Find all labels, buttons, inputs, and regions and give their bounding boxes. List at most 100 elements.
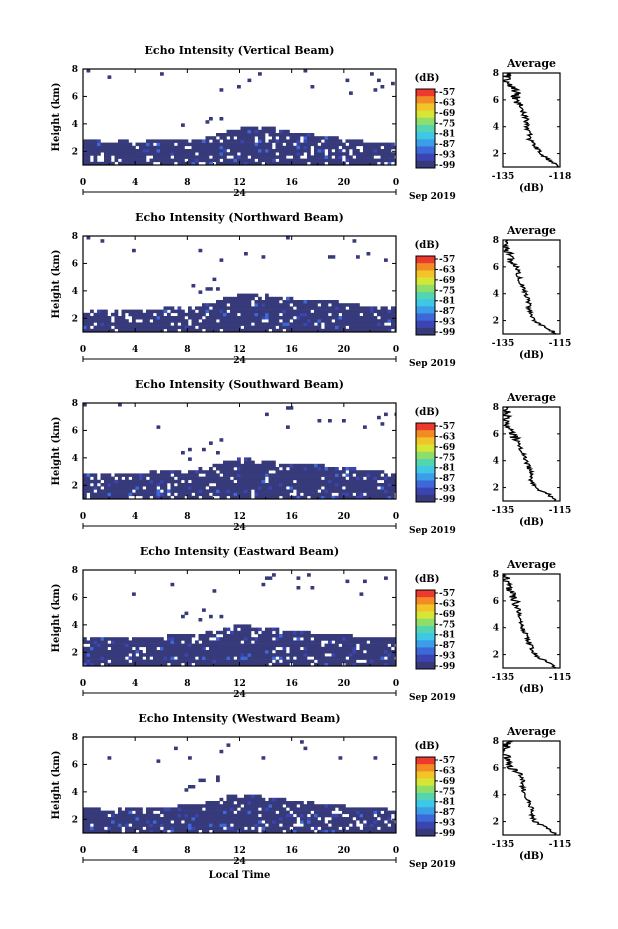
- heatmap-cell: [275, 807, 280, 811]
- heatmap-cell: [268, 158, 273, 163]
- heatmap-cell: [384, 152, 388, 156]
- heatmap-cell: [258, 659, 262, 664]
- y-tick-label: 4: [72, 621, 78, 631]
- heatmap-cell: [139, 813, 143, 818]
- heatmap-cell: [233, 662, 238, 666]
- heatmap-cell: [265, 155, 269, 159]
- heatmap-cell: [324, 145, 329, 150]
- heatmap-cell: [163, 813, 168, 818]
- heatmap-cell: [195, 807, 199, 811]
- heatmap-cell: [289, 152, 294, 156]
- heatmap-cell: [314, 634, 318, 638]
- heatmap-cell: [363, 325, 367, 330]
- heatmap-cell: [373, 158, 378, 163]
- heatmap-cell: [321, 309, 325, 314]
- average-profile-line: [503, 240, 557, 334]
- heatmap-cell: [107, 152, 112, 156]
- heatmap-cell: [198, 325, 203, 330]
- heatmap-cell: [230, 460, 234, 465]
- heatmap-cell: [345, 328, 350, 332]
- x-tick-label: 8: [184, 345, 190, 355]
- heatmap-cell: [177, 662, 182, 666]
- heatmap-cell: [251, 797, 255, 802]
- heatmap-cell: [300, 303, 304, 307]
- heatmap-cell: [244, 817, 248, 821]
- heatmap-cell: [345, 495, 350, 499]
- heatmap-cell: [156, 145, 161, 150]
- heatmap-cell: [149, 483, 154, 487]
- heatmap-cell: [387, 489, 392, 493]
- beam-panel-4: Echo Intensity (Westward Beam)Height (km…: [51, 712, 571, 870]
- heatmap-cell: [177, 810, 182, 815]
- heatmap-cell: [377, 492, 381, 497]
- heatmap-cell: [289, 817, 294, 821]
- heatmap-cell: [146, 640, 150, 644]
- heatmap-cell: [247, 479, 252, 484]
- heatmap-cell: [356, 303, 360, 307]
- heatmap-cell: [170, 309, 175, 314]
- heatmap-cell: [279, 296, 283, 301]
- heatmap-cell: [132, 309, 136, 314]
- heatmap-cell: [363, 309, 367, 314]
- heatmap-cell: [342, 419, 346, 423]
- heatmap-cell: [104, 813, 108, 818]
- heatmap-cell: [307, 637, 311, 641]
- heatmap-cell: [310, 136, 315, 140]
- heatmap-cell: [268, 646, 273, 651]
- heatmap-cell: [366, 322, 371, 326]
- heatmap-cell: [181, 325, 185, 330]
- heatmap-cell: [310, 303, 315, 307]
- heatmap-cell: [279, 473, 283, 477]
- heatmap-cell: [356, 640, 360, 644]
- heatmap-cell: [377, 325, 381, 330]
- heatmap-cell: [373, 826, 378, 831]
- heatmap-cell: [160, 328, 164, 332]
- heatmap-cell: [349, 473, 353, 477]
- heatmap-cell: [366, 817, 371, 821]
- colorbar-tick-label: -81: [439, 798, 455, 808]
- heatmap-cell: [170, 316, 175, 320]
- heatmap-cell: [188, 457, 192, 461]
- heatmap-cell: [247, 129, 252, 134]
- colorbar-swatch: [416, 89, 435, 97]
- heatmap-cell: [345, 467, 350, 471]
- heatmap-cell: [275, 823, 280, 827]
- heatmap-cell: [216, 817, 220, 821]
- heatmap-cell: [261, 797, 266, 802]
- heatmap-cell: [125, 643, 129, 648]
- heatmap-cell: [289, 312, 294, 317]
- heatmap-cell: [86, 145, 91, 150]
- heatmap-cell: [233, 460, 238, 465]
- heatmap-cell: [149, 810, 154, 815]
- colorbar-swatch: [416, 270, 435, 278]
- heatmap-cell: [258, 476, 262, 481]
- heatmap-cell: [314, 306, 318, 310]
- heatmap-cell: [363, 826, 367, 831]
- heatmap-cell: [317, 161, 322, 165]
- heatmap-cell: [265, 829, 269, 833]
- heatmap-cell: [279, 479, 283, 484]
- heatmap-cell: [188, 495, 192, 499]
- heatmap-cell: [230, 492, 234, 497]
- heatmap-cell: [338, 662, 343, 666]
- heatmap-cell: [387, 492, 392, 497]
- heatmap-cell: [394, 646, 396, 651]
- heatmap-cell: [121, 492, 126, 497]
- heatmap-cell: [212, 155, 217, 159]
- heatmap-cell: [240, 145, 245, 150]
- heatmap-cell: [244, 158, 248, 163]
- heatmap-cell: [146, 319, 150, 323]
- heatmap-cell: [289, 300, 294, 304]
- heatmap-cell: [275, 801, 280, 805]
- heatmap-cell: [352, 495, 357, 499]
- heatmap-cell: [233, 152, 238, 156]
- heatmap-cell: [100, 473, 105, 477]
- heatmap-cell: [251, 656, 255, 660]
- heatmap-cell: [275, 309, 280, 314]
- heatmap-cell: [384, 155, 388, 159]
- heatmap-cell: [146, 656, 150, 660]
- heatmap-cell: [349, 826, 353, 831]
- heatmap-cell: [160, 476, 164, 481]
- heatmap-cell: [303, 746, 308, 751]
- heatmap-cell: [321, 470, 325, 474]
